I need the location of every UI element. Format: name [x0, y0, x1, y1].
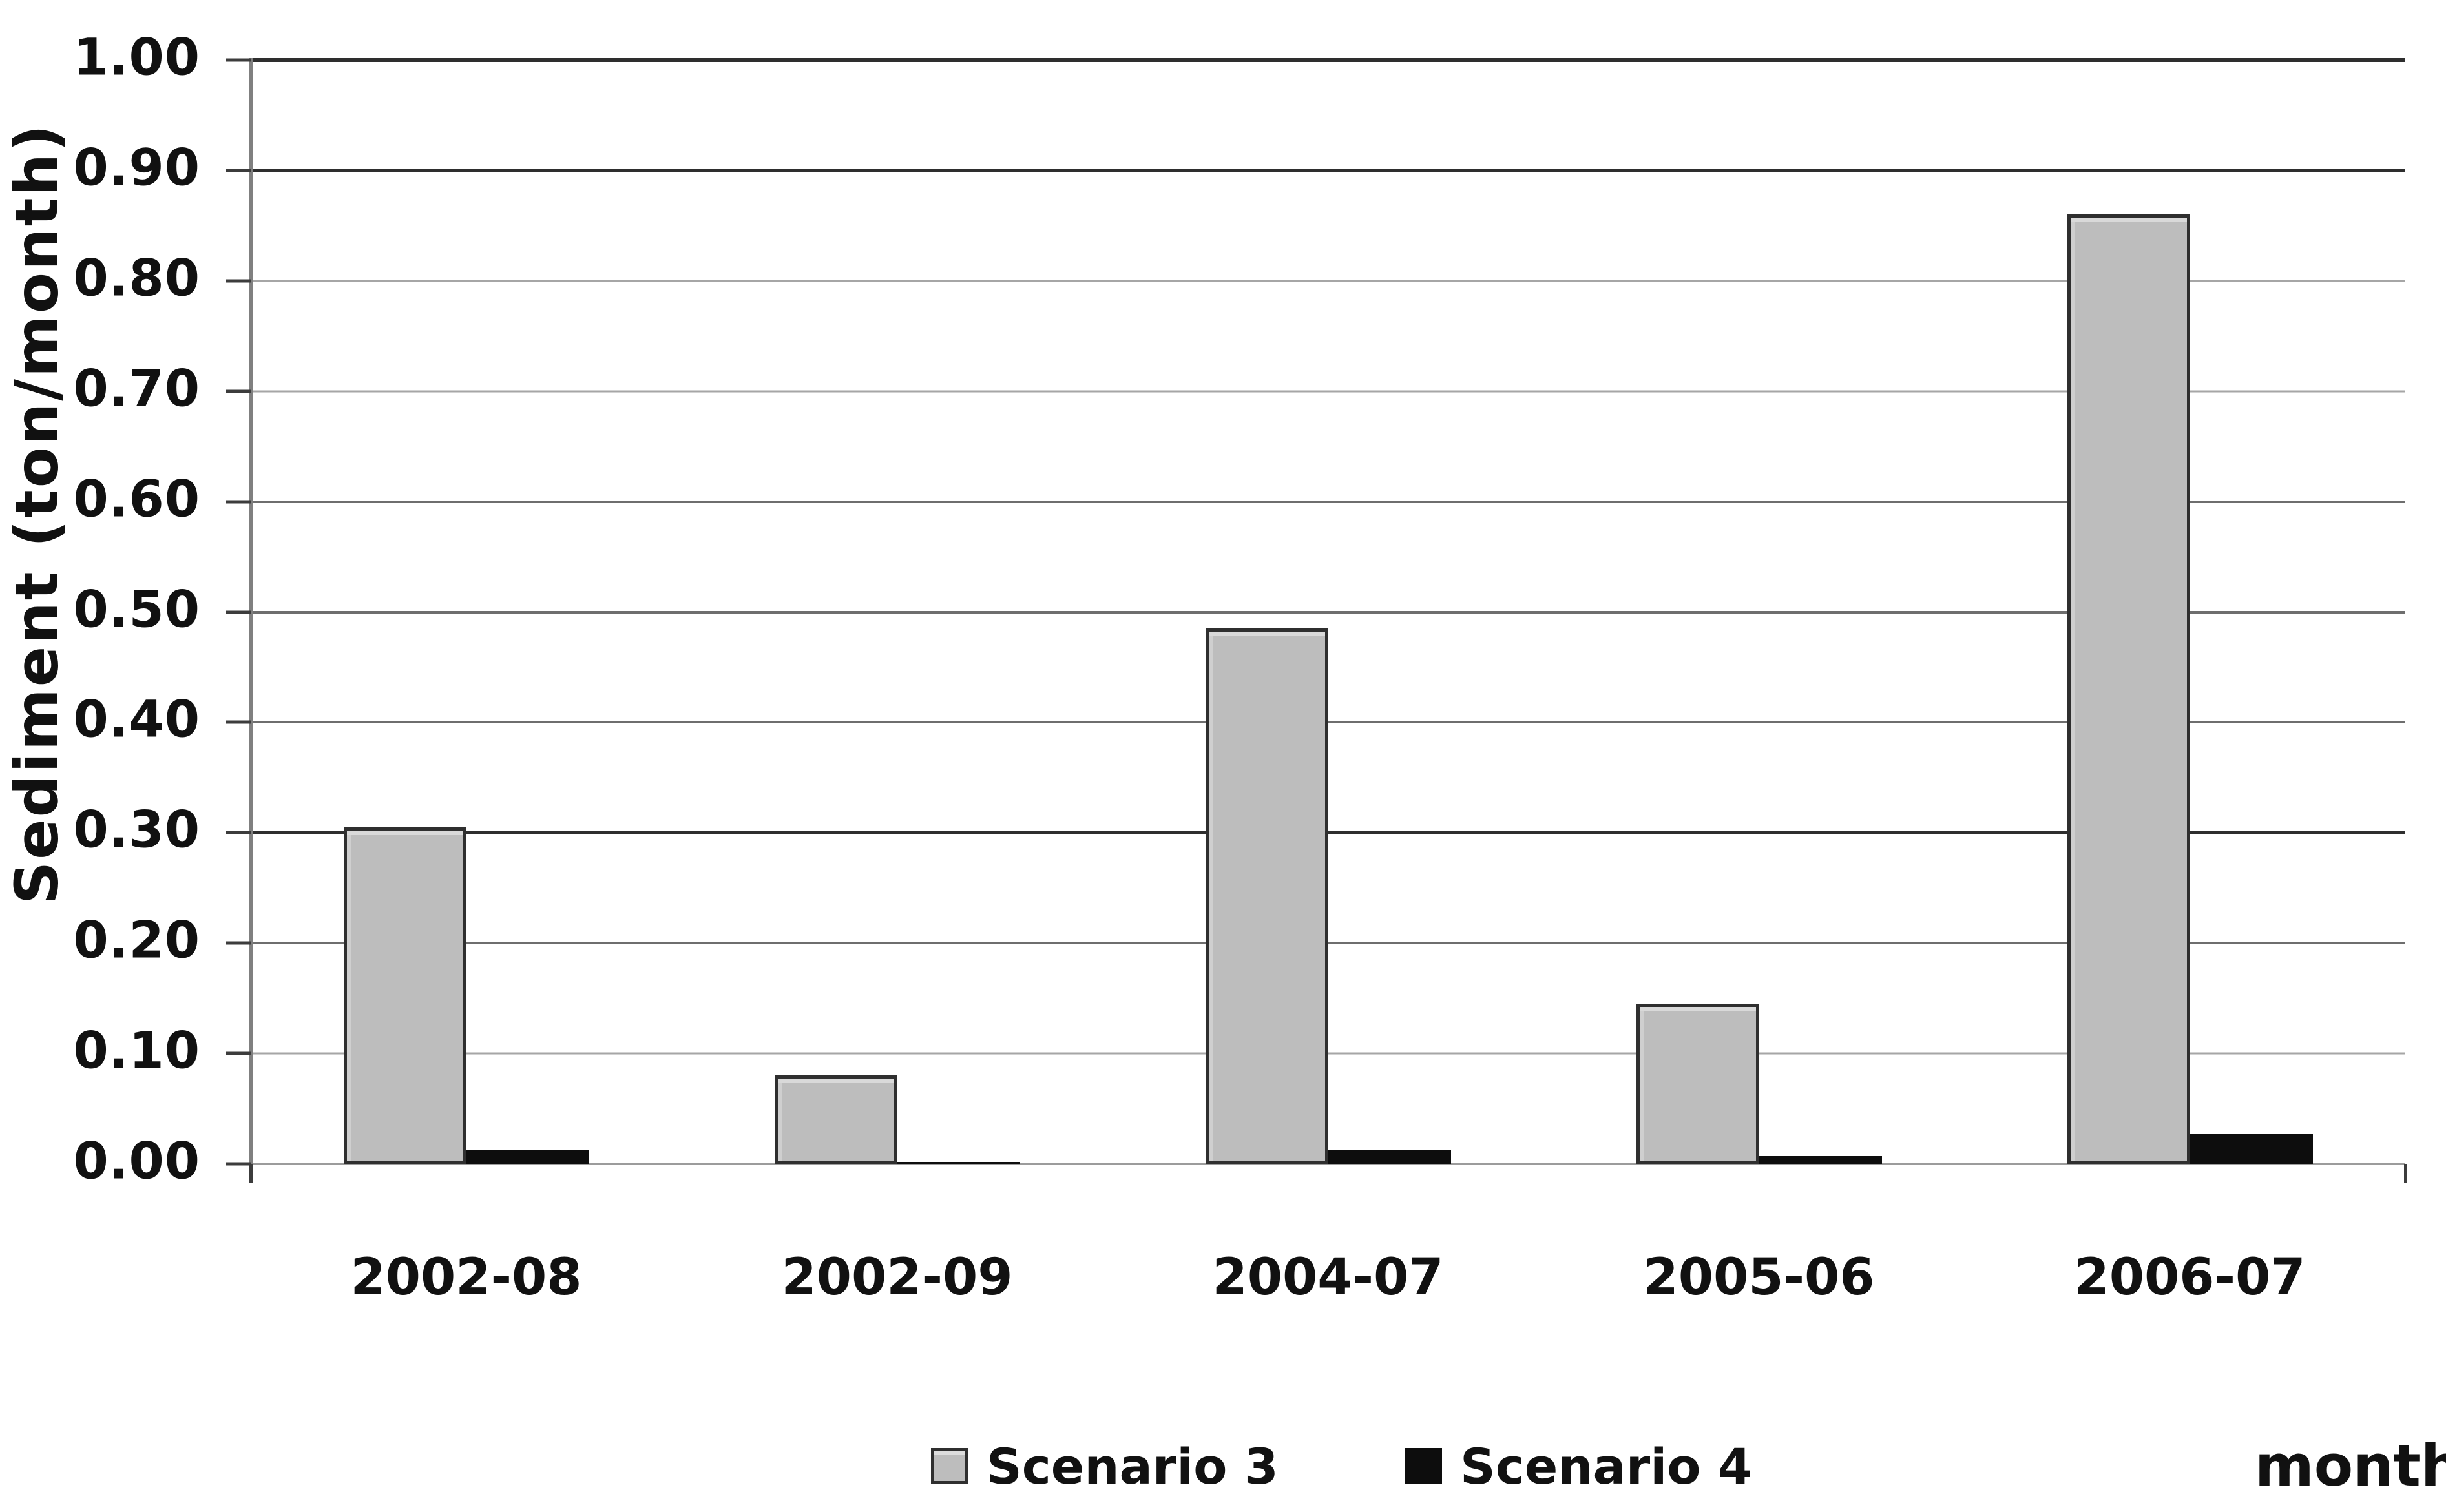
y-tick-mark — [226, 941, 251, 945]
gridline-0.60 — [251, 500, 2405, 503]
bar-scenario-3-2005-06 — [1636, 1004, 1759, 1164]
y-tick-label: 0.20 — [73, 911, 200, 970]
legend-marker-icon — [1405, 1448, 1442, 1484]
x-category-label: 2002-09 — [781, 1248, 1013, 1307]
y-tick-mark — [226, 1162, 251, 1166]
y-tick-mark — [226, 500, 251, 504]
y-tick-label: 0.90 — [73, 139, 200, 198]
gridline-0.00 — [251, 1163, 2405, 1165]
y-tick-mark — [226, 58, 251, 62]
bar-scenario-4-2002-09 — [897, 1162, 1020, 1164]
bar-scenario-4-2002-08 — [466, 1150, 589, 1164]
y-tick-label: 0.50 — [73, 580, 200, 639]
gridline-0.40 — [251, 721, 2405, 724]
y-tick-label: 0.40 — [73, 690, 200, 749]
gridline-0.50 — [251, 610, 2405, 614]
y-tick-label: 0.10 — [73, 1022, 200, 1081]
gridline-0.90 — [251, 168, 2405, 172]
x-category-label: 2004-07 — [1212, 1248, 1444, 1307]
y-tick-label: 0.30 — [73, 801, 200, 860]
y-tick-mark — [226, 720, 251, 724]
x-tick-mark — [2404, 1164, 2407, 1183]
legend-item-scenario-4: Scenario 4 — [1405, 1438, 1752, 1495]
x-category-label: 2005-06 — [1643, 1248, 1875, 1307]
gridline-0.80 — [251, 280, 2405, 282]
gridline-0.20 — [251, 942, 2405, 945]
bar-scenario-4-2006-07 — [2190, 1134, 2313, 1164]
y-tick-mark — [226, 279, 251, 283]
y-tick-label: 0.60 — [73, 470, 200, 528]
legend-label: Scenario 4 — [1460, 1437, 1752, 1495]
bar-scenario-4-2005-06 — [1759, 1156, 1882, 1164]
bar-scenario-3-2002-09 — [774, 1075, 897, 1164]
y-tick-mark — [226, 389, 251, 393]
y-tick-mark — [226, 610, 251, 614]
y-tick-label: 0.80 — [73, 249, 200, 308]
gridline-0.70 — [251, 390, 2405, 393]
x-axis-title: month — [2255, 1433, 2446, 1499]
bar-scenario-3-2004-07 — [1205, 628, 1328, 1164]
y-axis-line — [249, 58, 253, 1164]
plot-area — [251, 58, 2405, 1165]
y-tick-mark — [226, 831, 251, 834]
bar-scenario-3-2002-08 — [343, 827, 466, 1164]
bar-scenario-4-2004-07 — [1328, 1150, 1451, 1164]
bar-scenario-3-2006-07 — [2067, 214, 2190, 1164]
gridline-0.10 — [251, 1052, 2405, 1055]
y-tick-label: 0.00 — [73, 1132, 200, 1191]
x-category-label: 2002-08 — [350, 1248, 582, 1307]
gridline-0.30 — [251, 831, 2405, 835]
legend-label: Scenario 3 — [987, 1437, 1279, 1495]
y-tick-mark — [226, 1051, 251, 1055]
x-tick-mark — [249, 1164, 253, 1183]
y-tick-mark — [226, 169, 251, 172]
y-tick-label: 0.70 — [73, 360, 200, 419]
gridline-1.00 — [251, 58, 2405, 62]
legend-item-scenario-3: Scenario 3 — [931, 1438, 1279, 1495]
x-category-label: 2006-07 — [2074, 1248, 2306, 1307]
y-tick-label: 1.00 — [73, 28, 200, 87]
legend-marker-icon — [931, 1448, 968, 1484]
